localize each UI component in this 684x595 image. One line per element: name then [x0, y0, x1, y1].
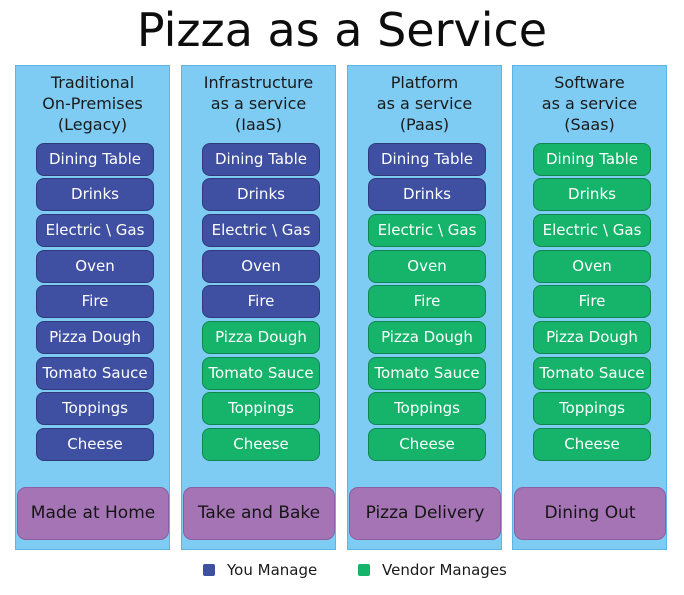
layer-box: Cheese — [533, 428, 651, 461]
layer-box: Dining Table — [368, 143, 486, 176]
column-header: Infrastructure as a service (IaaS) — [182, 72, 335, 135]
layer-box: Tomato Sauce — [368, 357, 486, 390]
layer-box: Pizza Dough — [533, 321, 651, 354]
layer-box: Electric \ Gas — [202, 214, 320, 247]
column-header: Platform as a service (Paas) — [348, 72, 501, 135]
column-footer: Made at Home — [17, 487, 169, 540]
legend-label-you-manage: You Manage — [227, 561, 318, 579]
layer-box: Toppings — [533, 392, 651, 425]
column-header-line: Infrastructure — [203, 73, 314, 92]
service-column: Platform as a service (Paas) Dining Table Dr… — [347, 65, 502, 550]
layer-box: Fire — [533, 285, 651, 318]
column-header-line: as a service — [210, 94, 307, 113]
layer-box: Electric \ Gas — [533, 214, 651, 247]
column-header-line: as a service — [541, 94, 638, 113]
legend-label-vendor-manages: Vendor Manages — [382, 561, 507, 579]
you-manage-swatch-icon — [203, 564, 215, 576]
column-header-line: Software — [554, 73, 625, 92]
layer-box: Cheese — [36, 428, 154, 461]
column-header-line: Traditional — [50, 73, 135, 92]
layer-box: Drinks — [533, 178, 651, 211]
layer-box: Toppings — [36, 392, 154, 425]
column-header-line: Platform — [390, 73, 459, 92]
layer-box: Dining Table — [202, 143, 320, 176]
layer-box: Toppings — [368, 392, 486, 425]
column-header-line: (IaaS) — [235, 115, 282, 134]
layer-box: Oven — [533, 250, 651, 283]
column-header-line: (Legacy) — [57, 115, 128, 134]
legend: You Manage Vendor Manages — [0, 558, 684, 582]
layer-box: Dining Table — [36, 143, 154, 176]
service-column: Infrastructure as a service (IaaS) Dining T… — [181, 65, 336, 550]
layer-box: Fire — [202, 285, 320, 318]
legend-item-you-manage: You Manage — [203, 558, 317, 582]
layer-box: Fire — [36, 285, 154, 318]
layer-box: Drinks — [202, 178, 320, 211]
column-header: Traditional On-Premises (Legacy) — [16, 72, 169, 135]
vendor-manages-swatch-icon — [358, 564, 370, 576]
page-title: Pizza as a Service — [136, 3, 548, 57]
layer-box: Fire — [368, 285, 486, 318]
column-header: Software as a service (Saas) — [513, 72, 666, 135]
layer-box: Tomato Sauce — [36, 357, 154, 390]
legend-item-vendor-manages: Vendor Manages — [358, 558, 507, 582]
layer-box: Drinks — [368, 178, 486, 211]
layer-box: Drinks — [36, 178, 154, 211]
service-column: Traditional On-Premises (Legacy) Dining Tab… — [15, 65, 170, 550]
layer-box: Dining Table — [533, 143, 651, 176]
layer-box: Oven — [36, 250, 154, 283]
layer-box: Pizza Dough — [36, 321, 154, 354]
column-header-line: as a service — [376, 94, 473, 113]
layer-box: Electric \ Gas — [368, 214, 486, 247]
service-column: Software as a service (Saas) Dining Table Dr… — [512, 65, 667, 550]
layer-box: Oven — [368, 250, 486, 283]
layer-box: Toppings — [202, 392, 320, 425]
column-footer: Pizza Delivery — [349, 487, 501, 540]
layer-box: Electric \ Gas — [36, 214, 154, 247]
layer-box: Pizza Dough — [202, 321, 320, 354]
layer-box: Cheese — [368, 428, 486, 461]
layer-box: Pizza Dough — [368, 321, 486, 354]
column-footer: Take and Bake — [183, 487, 335, 540]
column-footer: Dining Out — [514, 487, 666, 540]
layer-box: Cheese — [202, 428, 320, 461]
layer-box: Tomato Sauce — [202, 357, 320, 390]
column-header-line: On-Premises — [42, 94, 143, 113]
layer-box: Oven — [202, 250, 320, 283]
column-header-line: (Paas) — [399, 115, 450, 134]
column-header-line: (Saas) — [564, 115, 615, 134]
layer-box: Tomato Sauce — [533, 357, 651, 390]
